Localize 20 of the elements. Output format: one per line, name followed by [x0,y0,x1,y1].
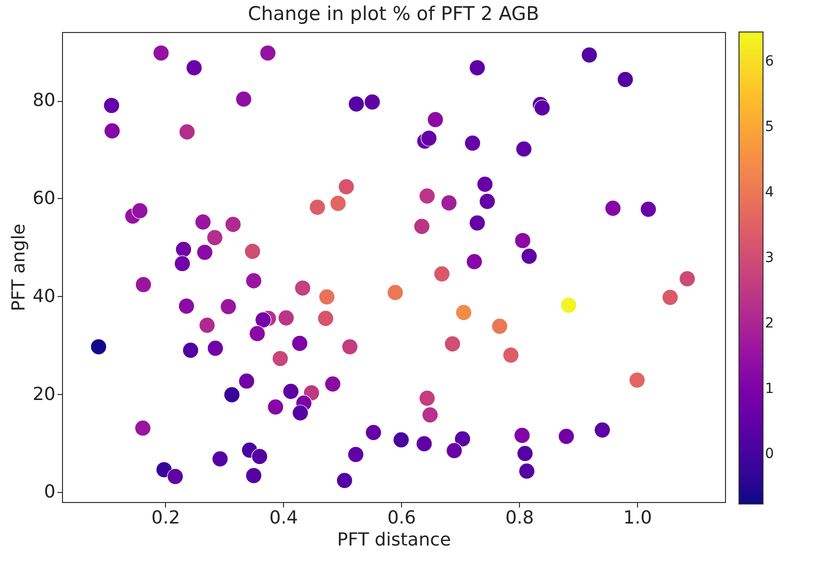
y-tick-label: 20 [32,384,56,405]
y-tick-label: 80 [32,90,56,112]
x-tick-label: 0.8 [505,508,534,528]
color-bar-label: 4 [765,184,774,200]
color-bar-label: 5 [765,118,774,135]
y-axis-title: PFT angle [8,224,30,312]
chart-title: Change in plot % of PFT 2 AGB [248,3,540,25]
color-bar-label: 3 [765,250,774,266]
y-tick-label: 60 [32,188,56,209]
x-axis-title: PFT distance [337,530,451,550]
x-tick-label: 1.0 [623,508,652,528]
y-tick-label: 0 [44,482,56,503]
color-bar-label: 6 [765,53,774,70]
color-bar-label: 0 [765,446,774,462]
color-bar-label: 2 [765,315,774,332]
x-tick-label: 0.2 [151,508,180,528]
y-tick-label: 40 [32,286,56,307]
color-bar-label: 1 [765,380,774,397]
x-tick-label: 0.6 [387,508,416,528]
x-tick-label: 0.4 [269,508,298,528]
